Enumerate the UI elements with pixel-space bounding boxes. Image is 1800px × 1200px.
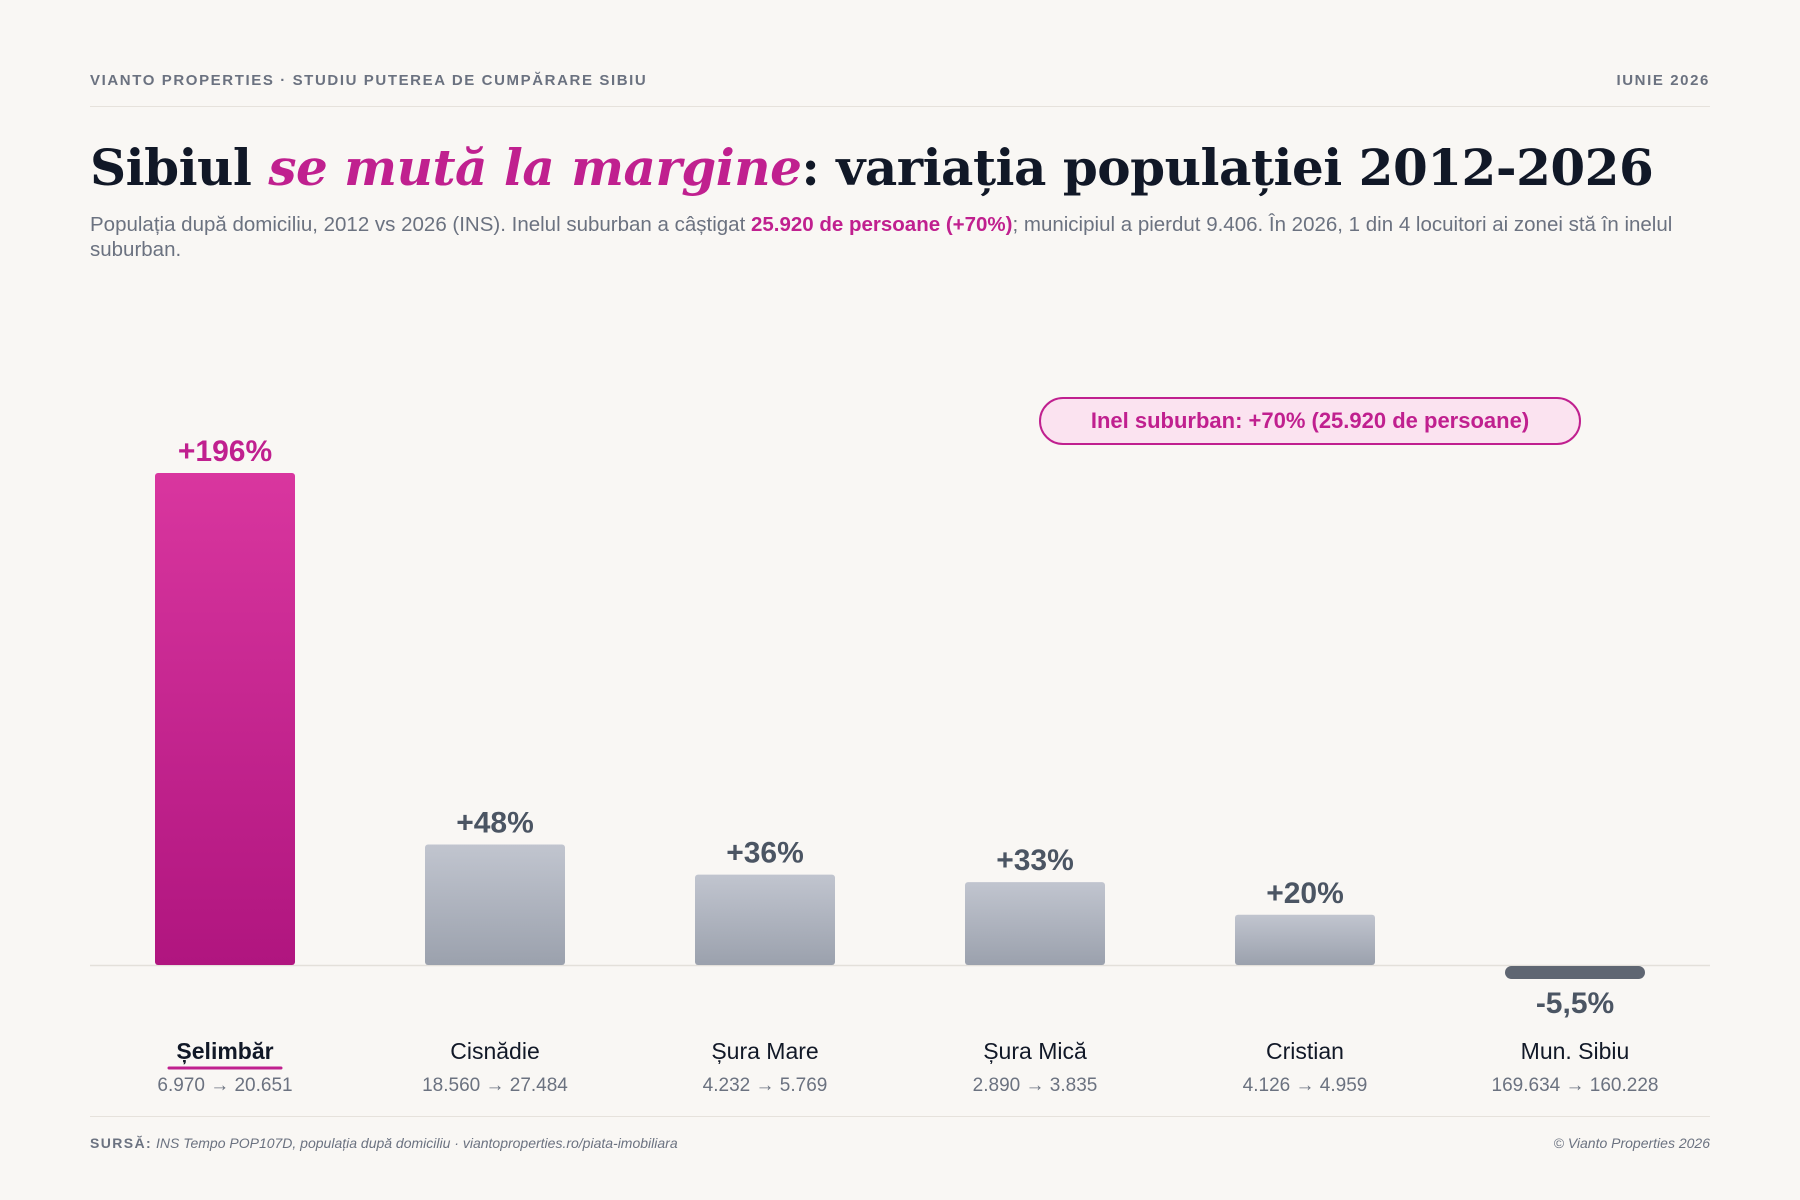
category-label-cristian: Cristian xyxy=(1266,1038,1344,1064)
source-text: INS Tempo POP107D, populația după domici… xyxy=(152,1135,678,1151)
bar-cisnadie xyxy=(425,844,565,965)
subtitle-part-1: Populația după domiciliu, 2012 vs 2026 (… xyxy=(90,213,751,236)
bar-sura-mica xyxy=(965,882,1105,965)
page: VIANTO PROPERTIES · STUDIU PUTEREA DE CU… xyxy=(90,0,1710,1200)
category-label-sura-mare: Șura Mare xyxy=(711,1038,818,1064)
title-accent: se mută la margine xyxy=(268,138,802,197)
title-part-2: : variația populației 2012-2026 xyxy=(801,138,1654,197)
bar-value-sura-mica: +33% xyxy=(996,844,1074,877)
footer: SURSĂ: INS Tempo POP107D, populația după… xyxy=(90,1116,1710,1161)
bar-chart: +196% Șelimbăr 6.970 → 20.651 +48% Cisnădie 1… xyxy=(90,435,1710,1096)
population-change-sura-mare: 4.232 → 5.769 xyxy=(703,1075,828,1096)
bar-value-cristian: +20% xyxy=(1266,877,1344,910)
population-change-selimbar: 6.970 → 20.651 xyxy=(157,1075,292,1096)
source-label: SURSĂ: xyxy=(90,1135,153,1151)
bar-value-sura-mare: +36% xyxy=(726,837,804,870)
category-label-cisnadie: Cisnădie xyxy=(450,1038,540,1064)
suburban-callout: Inel suburban: +70% (25.920 de persoane) xyxy=(1039,397,1581,445)
bar-value-cisnadie: +48% xyxy=(456,807,534,840)
population-change-cristian: 4.126 → 4.959 xyxy=(1243,1075,1368,1096)
category-label-sura-mica: Șura Mică xyxy=(983,1038,1087,1064)
report-date: IUNIE 2026 xyxy=(1616,72,1710,89)
page-title: Sibiul se mută la margine: variația popu… xyxy=(90,138,1654,197)
bar-cristian xyxy=(1235,914,1375,965)
bar-value-mun-sibiu: -5,5% xyxy=(1536,987,1614,1020)
category-label-selimbar: Șelimbăr xyxy=(176,1038,273,1065)
population-change-cisnadie: 18.560 → 27.484 xyxy=(422,1075,568,1096)
bar-sura-mare xyxy=(695,874,835,965)
title-part-1: Sibiul xyxy=(90,138,269,197)
bar-selimbar xyxy=(155,473,295,965)
subtitle-highlight: 25.920 de persoane (+70%) xyxy=(750,213,1013,236)
copyright: © Vianto Properties 2026 xyxy=(1553,1135,1710,1151)
brand-line: VIANTO PROPERTIES · STUDIU PUTEREA DE CU… xyxy=(90,72,648,89)
source-note: SURSĂ: INS Tempo POP107D, populația după… xyxy=(90,1135,678,1151)
bar-mun-sibiu xyxy=(1505,966,1645,979)
bar-value-selimbar: +196% xyxy=(178,435,272,468)
subtitle: Populația după domiciliu, 2012 vs 2026 (… xyxy=(90,212,1710,262)
bars-group: +196% Șelimbăr 6.970 → 20.651 +48% Cisnădie 1… xyxy=(155,435,1658,1096)
subtitle-part-2: ; municipiul a pierdut 9.406. În 2026, 1… xyxy=(90,213,1673,261)
top-bar: VIANTO PROPERTIES · STUDIU PUTEREA DE CU… xyxy=(90,70,1710,107)
population-change-sura-mica: 2.890 → 3.835 xyxy=(973,1075,1098,1096)
population-change-mun-sibiu: 169.634 → 160.228 xyxy=(1492,1075,1659,1096)
category-label-mun-sibiu: Mun. Sibiu xyxy=(1521,1038,1630,1064)
